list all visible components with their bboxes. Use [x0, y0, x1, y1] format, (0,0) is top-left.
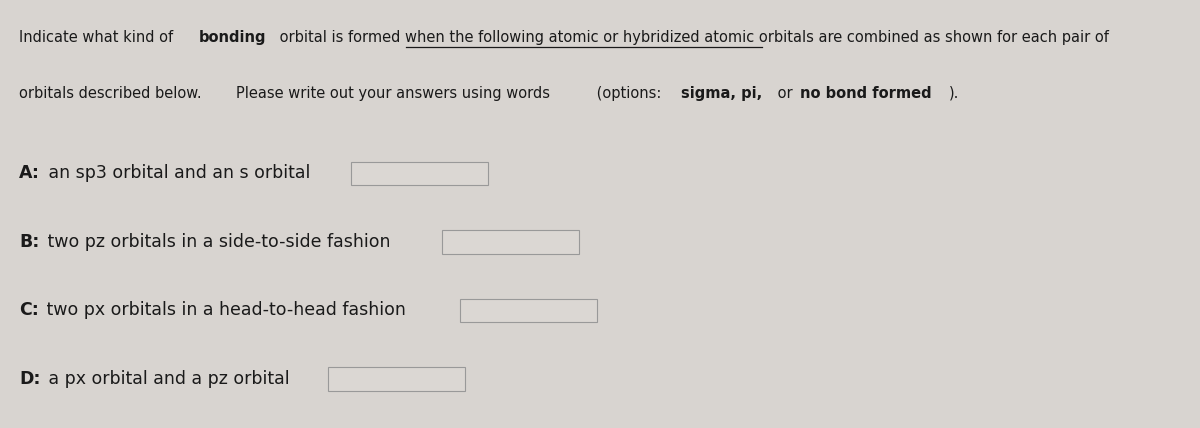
Text: ).: ). — [949, 86, 960, 101]
Text: two pz orbitals in a side-to-side fashion: two pz orbitals in a side-to-side fashio… — [42, 233, 390, 251]
Text: D:: D: — [19, 370, 41, 388]
FancyBboxPatch shape — [350, 162, 487, 185]
Text: no bond formed: no bond formed — [800, 86, 932, 101]
Text: C:: C: — [19, 301, 38, 319]
Text: or: or — [773, 86, 797, 101]
Text: bonding: bonding — [199, 30, 266, 45]
Text: A:: A: — [19, 164, 40, 182]
Text: orbitals described below.: orbitals described below. — [19, 86, 211, 101]
Text: orbital is formed when the following atomic or hybridized atomic orbitals are co: orbital is formed when the following ato… — [275, 30, 1109, 45]
FancyBboxPatch shape — [328, 367, 464, 390]
Text: two px orbitals in a head-to-head fashion: two px orbitals in a head-to-head fashio… — [42, 301, 407, 319]
FancyBboxPatch shape — [442, 230, 578, 253]
Text: a px orbital and a pz orbital: a px orbital and a pz orbital — [43, 370, 290, 388]
Text: Indicate what kind of: Indicate what kind of — [19, 30, 178, 45]
Text: sigma, pi,: sigma, pi, — [680, 86, 762, 101]
Text: an sp3 orbital and an s orbital: an sp3 orbital and an s orbital — [43, 164, 310, 182]
Text: B:: B: — [19, 233, 40, 251]
FancyBboxPatch shape — [460, 299, 596, 322]
Text: (options:: (options: — [592, 86, 671, 101]
Text: Please write out your answers using words: Please write out your answers using word… — [236, 86, 551, 101]
